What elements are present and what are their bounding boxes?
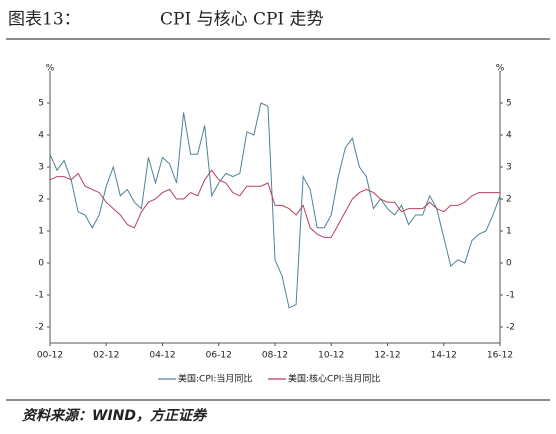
- figure-label: 图表13：: [8, 10, 81, 30]
- x-tick-label: 08-12: [262, 351, 288, 361]
- y-unit: %: [46, 64, 55, 74]
- y2-tick-label: 0: [506, 259, 512, 269]
- x-tick-label: 02-12: [93, 351, 119, 361]
- y-tick-label: 5: [38, 99, 44, 109]
- y2-unit: %: [496, 64, 505, 74]
- x-tick-label: 06-12: [206, 351, 232, 361]
- y2-tick-label: 2: [506, 195, 512, 205]
- x-tick-label: 16-12: [487, 351, 513, 361]
- y-tick-label: 0: [38, 259, 44, 269]
- x-tick-label: 14-12: [431, 351, 457, 361]
- y2-tick-label: -1: [506, 291, 515, 301]
- y-tick-label: 1: [38, 227, 44, 237]
- series-line: [49, 102, 501, 309]
- y-tick-label: 3: [38, 163, 44, 173]
- y2-tick-label: 3: [506, 163, 512, 173]
- legend-label: 美国:CPI:当月同比: [178, 373, 252, 385]
- y-tick-label: 2: [38, 195, 44, 205]
- chart-title: CPI 与核心 CPI 走势: [160, 10, 324, 30]
- y-tick-label: -2: [35, 323, 44, 333]
- source: 资料来源：WIND，方正证券: [22, 407, 208, 424]
- x-tick-label: 12-12: [374, 351, 400, 361]
- y-tick-label: 4: [38, 131, 44, 141]
- y-tick-label: -1: [35, 291, 44, 301]
- y2-tick-label: 1: [506, 227, 512, 237]
- series-line: [49, 169, 500, 238]
- y2-tick-label: 5: [506, 99, 512, 109]
- x-tick-label: 10-12: [318, 351, 344, 361]
- legend-label: 美国:核心CPI:当月同比: [288, 373, 380, 385]
- x-tick-label: 00-12: [37, 351, 63, 361]
- y2-tick-label: 4: [506, 131, 512, 141]
- y2-tick-label: -2: [506, 323, 515, 333]
- x-tick-label: 04-12: [149, 351, 175, 361]
